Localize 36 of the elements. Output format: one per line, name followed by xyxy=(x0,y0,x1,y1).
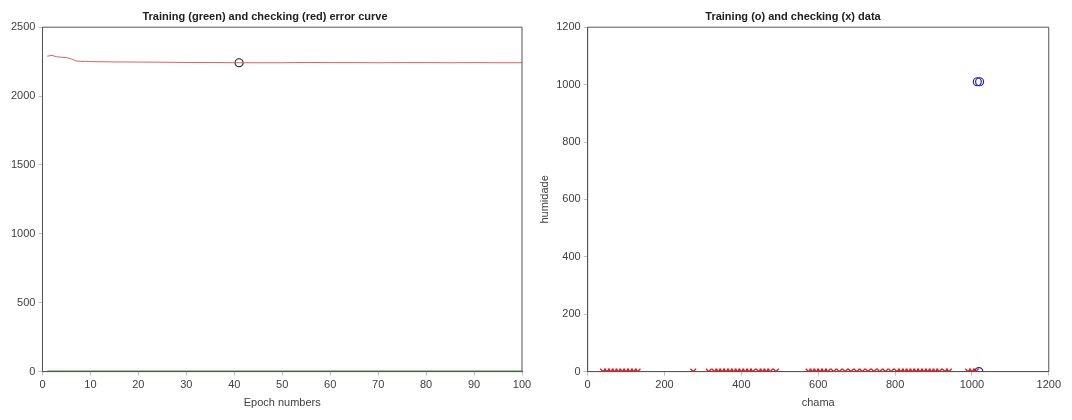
x-tick-label: 200 xyxy=(655,378,674,391)
x-tick-label: 70 xyxy=(372,378,385,391)
x-tick-label: 30 xyxy=(180,378,193,391)
y-axis-title: humidade xyxy=(537,175,550,224)
x-tick-label: 400 xyxy=(732,378,751,391)
x-tick-label: 0 xyxy=(39,378,46,391)
x-tick-label: 10 xyxy=(84,378,97,391)
x-tick-label: 20 xyxy=(132,378,145,391)
y-tick-label: 1200 xyxy=(556,20,581,33)
chart-title: Training (green) and checking (red) error curve xyxy=(142,9,388,22)
x-tick-label: 90 xyxy=(467,378,481,391)
y-tick-label: 600 xyxy=(562,192,581,205)
x-tick-label: 1200 xyxy=(1036,378,1062,391)
x-axis-title: Epoch numbers xyxy=(243,396,322,409)
x-tick-label: 80 xyxy=(419,378,433,391)
x-tick-label: 800 xyxy=(885,378,905,391)
x-tick-label: 1000 xyxy=(959,378,985,391)
y-tick-label: 2500 xyxy=(10,20,36,33)
x-tick-label: 60 xyxy=(324,378,337,391)
y-tick-label: 1000 xyxy=(10,226,36,239)
y-tick-label: 500 xyxy=(17,295,36,308)
y-tick-label: 800 xyxy=(562,135,581,148)
x-tick-label: 50 xyxy=(276,378,289,391)
y-tick-label: 1500 xyxy=(10,157,36,170)
y-tick-label: 1000 xyxy=(556,77,581,90)
y-tick-label: 0 xyxy=(29,364,36,377)
x-tick-label: 40 xyxy=(228,378,241,391)
x-tick-label: 100 xyxy=(512,378,532,391)
x-axis-title: chama xyxy=(801,396,836,409)
y-tick-label: 200 xyxy=(562,307,581,320)
chart-title: Training (o) and checking (x) data xyxy=(705,9,882,22)
x-tick-label: 600 xyxy=(809,378,828,391)
x-tick-label: 0 xyxy=(584,378,591,391)
y-tick-label: 0 xyxy=(574,364,581,377)
y-tick-label: 2000 xyxy=(10,89,36,102)
y-tick-label: 400 xyxy=(562,249,581,262)
